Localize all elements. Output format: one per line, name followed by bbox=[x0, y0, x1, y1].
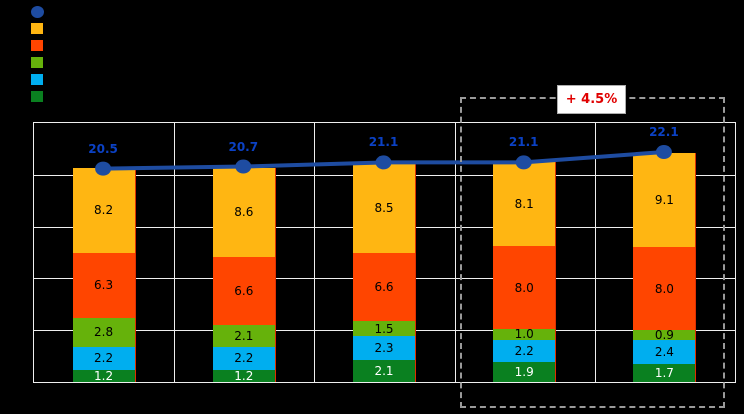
line-point-value-label: 20.5 bbox=[88, 141, 118, 156]
legend-item bbox=[31, 5, 50, 18]
segment-value-label: 6.3 bbox=[94, 278, 114, 293]
vertical-gridline bbox=[594, 123, 596, 382]
segment-value-label: 9.1 bbox=[654, 193, 674, 208]
stacked-bar: 8.5 6.6 1.5 2.3 2.1 bbox=[353, 164, 416, 382]
legend-item bbox=[31, 23, 50, 34]
dark-green-series-marker bbox=[31, 91, 43, 102]
segment-value-label: 8.1 bbox=[514, 197, 534, 212]
line-point-value-label: 21.1 bbox=[368, 135, 399, 150]
orange-segment: 8.0 bbox=[633, 247, 697, 331]
cyan-segment: 2.2 bbox=[212, 346, 276, 370]
chart-legend bbox=[31, 5, 50, 108]
segment-value-label: 0.9 bbox=[654, 327, 674, 342]
line-series-marker bbox=[31, 5, 44, 18]
segment-value-label: 8.0 bbox=[514, 280, 534, 295]
segment-value-label: 2.4 bbox=[654, 344, 674, 359]
green-segment: 1.5 bbox=[353, 320, 416, 337]
segment-value-label: 2.1 bbox=[234, 328, 254, 343]
segment-value-label: 2.2 bbox=[514, 343, 534, 358]
dark-green-bottom-segment: 1.2 bbox=[212, 368, 276, 383]
vertical-gridline bbox=[454, 123, 456, 382]
orange-series-marker bbox=[31, 40, 43, 51]
vertical-gridline bbox=[314, 123, 316, 382]
green-series-marker bbox=[31, 57, 43, 68]
segment-value-label: 8.5 bbox=[374, 201, 394, 216]
dark-green-bottom-segment: 2.1 bbox=[353, 360, 416, 382]
dark-green-bottom-segment: 1.2 bbox=[72, 368, 136, 383]
legend-item bbox=[31, 40, 50, 51]
green-segment: 2.8 bbox=[72, 317, 136, 347]
segment-value-label: 2.2 bbox=[94, 351, 114, 366]
growth-annotation: + 4.5% bbox=[557, 85, 626, 114]
growth-annotation-label: + 4.5% bbox=[565, 92, 618, 107]
segment-value-label: 1.9 bbox=[514, 365, 534, 380]
segment-value-label: 2.2 bbox=[234, 351, 254, 366]
legend-item bbox=[31, 57, 50, 68]
legend-item bbox=[31, 91, 50, 102]
dark-green-bottom-segment: 1.7 bbox=[633, 364, 697, 382]
stacked-bar: 8.1 8.0 1.0 2.2 1.9 bbox=[493, 162, 557, 382]
segment-value-label: 6.6 bbox=[234, 283, 254, 298]
legend-item bbox=[31, 74, 50, 85]
cyan-series-marker bbox=[31, 74, 43, 85]
green-segment: 2.1 bbox=[212, 325, 276, 347]
segment-value-label: 2.3 bbox=[374, 341, 394, 356]
amber-top-segment: 8.5 bbox=[353, 164, 416, 253]
stacked-bar: 9.1 8.0 0.9 2.4 1.7 bbox=[633, 153, 697, 382]
segment-value-label: 6.6 bbox=[374, 279, 394, 294]
line-point-value-label: 22.1 bbox=[649, 125, 679, 140]
line-point-value-label: 20.7 bbox=[228, 139, 259, 154]
vertical-gridline bbox=[174, 123, 176, 382]
stacked-bar: 8.2 6.3 2.8 2.2 1.2 bbox=[72, 167, 136, 383]
amber-top-segment: 8.2 bbox=[72, 167, 136, 253]
amber-top-segment: 8.1 bbox=[493, 162, 557, 247]
segment-value-label: 1.2 bbox=[94, 368, 114, 383]
segment-value-label: 1.7 bbox=[654, 366, 674, 381]
line-point-value-label: 21.1 bbox=[508, 135, 539, 150]
segment-value-label: 1.2 bbox=[234, 368, 254, 383]
stacked-bar: 8.6 6.6 2.1 2.2 1.2 bbox=[212, 167, 276, 383]
segment-value-label: 8.0 bbox=[654, 281, 674, 296]
highlight-dashed-box bbox=[460, 97, 725, 408]
orange-segment: 6.3 bbox=[72, 252, 136, 318]
segment-value-label: 1.5 bbox=[374, 321, 394, 336]
orange-segment: 6.6 bbox=[212, 256, 276, 326]
orange-segment: 6.6 bbox=[353, 252, 416, 321]
dark-green-bottom-segment: 1.9 bbox=[493, 362, 557, 382]
segment-value-label: 8.6 bbox=[234, 205, 254, 220]
cyan-segment: 2.2 bbox=[493, 339, 557, 363]
amber-series-marker bbox=[31, 23, 43, 34]
segment-value-label: 1.0 bbox=[514, 327, 534, 342]
cyan-segment: 2.2 bbox=[72, 346, 136, 370]
segment-value-label: 8.2 bbox=[94, 203, 114, 218]
green-segment: 1.0 bbox=[493, 327, 557, 342]
segment-value-label: 2.1 bbox=[374, 364, 394, 379]
cyan-segment: 2.3 bbox=[353, 336, 416, 361]
green-segment: 0.9 bbox=[633, 327, 697, 342]
amber-top-segment: 8.6 bbox=[212, 167, 276, 257]
segment-value-label: 2.8 bbox=[94, 325, 114, 340]
cyan-segment: 2.4 bbox=[633, 339, 697, 365]
orange-segment: 8.0 bbox=[493, 246, 557, 330]
